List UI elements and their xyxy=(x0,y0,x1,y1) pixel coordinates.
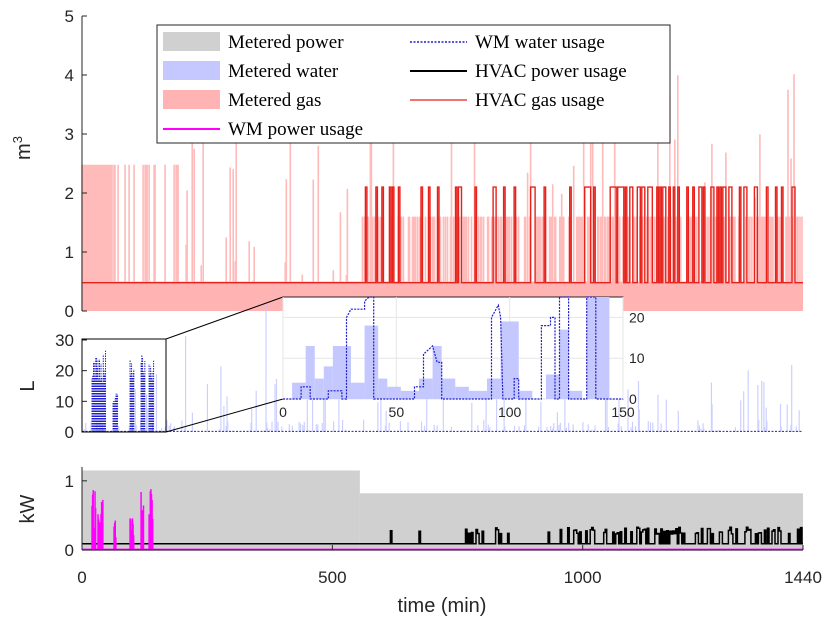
inset-x-tick-label: 100 xyxy=(498,404,522,420)
legend-label-hvac-gas: HVAC gas usage xyxy=(475,90,604,111)
legend-swatch-metered-gas xyxy=(163,90,220,109)
inset-connector-lines xyxy=(81,296,284,433)
inset-metered-water-block xyxy=(455,386,469,399)
gas-y-label: m3 xyxy=(10,136,35,160)
water-series-layer xyxy=(82,303,803,432)
inset-metered-water-block xyxy=(487,378,501,399)
gas-y-tick-label: 5 xyxy=(65,7,74,26)
legend: Metered power Metered water Metered gas … xyxy=(156,24,671,144)
inset-x-tick-label: 50 xyxy=(389,404,405,420)
inset-metered-water-block xyxy=(400,390,419,399)
x-tick-label: 500 xyxy=(318,568,346,587)
legend-label-wm-water: WM water usage xyxy=(475,32,605,53)
inset-metered-water-block xyxy=(419,378,433,399)
inset-metered-water-block xyxy=(323,366,333,399)
inset-metered-water-block xyxy=(559,329,569,399)
power-y-label: kW xyxy=(17,494,39,523)
power-y-tick-label: 1 xyxy=(65,472,74,491)
hvac-gas-line xyxy=(82,186,803,284)
gas-y-ticks: 0 1 2 3 4 5 xyxy=(65,7,87,321)
inset-wm-water-line xyxy=(283,296,623,400)
legend-label-hvac-power: HVAC power usage xyxy=(475,61,627,82)
gas-y-tick-label: 2 xyxy=(65,184,74,203)
inset-metered-water-block xyxy=(378,378,388,399)
inset-x-tick-label: 0 xyxy=(279,404,287,420)
legend-label-metered-gas: Metered gas xyxy=(228,90,321,111)
x-tick-label: 1440 xyxy=(784,568,822,587)
inset-y-tick-label: 10 xyxy=(629,350,645,366)
inset-source-box xyxy=(81,338,167,433)
inset-metered-water-block xyxy=(568,390,583,399)
inset-x-tick-label: 150 xyxy=(611,404,635,420)
inset-metered-water-block xyxy=(387,386,401,399)
legend-label-metered-power: Metered power xyxy=(228,32,344,53)
water-y-tick-label: 20 xyxy=(55,362,74,381)
inset-metered-water-block xyxy=(500,321,519,399)
metered-power-area xyxy=(82,470,360,550)
gas-y-tick-label: 1 xyxy=(65,243,74,262)
legend-swatch-metered-water xyxy=(163,61,220,80)
inset-metered-water-block xyxy=(351,382,365,399)
inset-metered-water-block xyxy=(586,297,610,399)
inset-metered-water-block xyxy=(314,378,324,399)
legend-label-wm-power: WM power usage xyxy=(228,119,363,140)
gas-y-tick-label: 4 xyxy=(65,66,74,85)
inset-connector-top xyxy=(165,296,284,340)
inset-metered-water-block xyxy=(518,390,533,399)
water-y-tick-label: 30 xyxy=(55,331,74,350)
x-axis-label: time (min) xyxy=(398,595,487,617)
power-y-ticks: 01 xyxy=(65,472,87,560)
water-y-tick-label: 0 xyxy=(65,423,74,442)
water-y-ticks: 0 10 20 30 xyxy=(55,331,87,442)
gas-y-tick-label: 0 xyxy=(65,302,74,321)
hvac-power-line xyxy=(82,526,803,545)
inset-series-layer xyxy=(282,296,624,400)
power-series-layer xyxy=(82,470,803,551)
inset-metered-water-block xyxy=(292,382,306,399)
inset-metered-water-block xyxy=(545,374,560,399)
inset-metered-water-block xyxy=(364,325,379,399)
inset-metered-water-block xyxy=(441,378,456,399)
legend-box xyxy=(156,24,671,144)
water-panel: 0 10 20 30 L xyxy=(17,303,803,442)
water-y-tick-label: 10 xyxy=(55,392,74,411)
inset-y-tick-label: 0 xyxy=(629,391,637,407)
x-tick-label: 0 xyxy=(77,568,86,587)
gas-y-tick-label: 3 xyxy=(65,125,74,144)
power-panel: 01 kW xyxy=(17,467,803,560)
x-tick-label: 1000 xyxy=(564,568,602,587)
inset-metered-water-block xyxy=(468,390,487,399)
legend-swatch-metered-power xyxy=(163,32,220,51)
water-y-label: L xyxy=(17,380,39,391)
power-y-tick-label: 0 xyxy=(65,541,74,560)
inset-metered-water-block xyxy=(432,345,442,399)
legend-label-metered-water: Metered water xyxy=(228,61,339,82)
inset-metered-water-block xyxy=(305,345,315,399)
inset-connector-bottom xyxy=(165,398,284,433)
inset-y-tick-label: 20 xyxy=(629,309,645,325)
x-ticks: 0 500 1000 1440 xyxy=(77,545,822,587)
